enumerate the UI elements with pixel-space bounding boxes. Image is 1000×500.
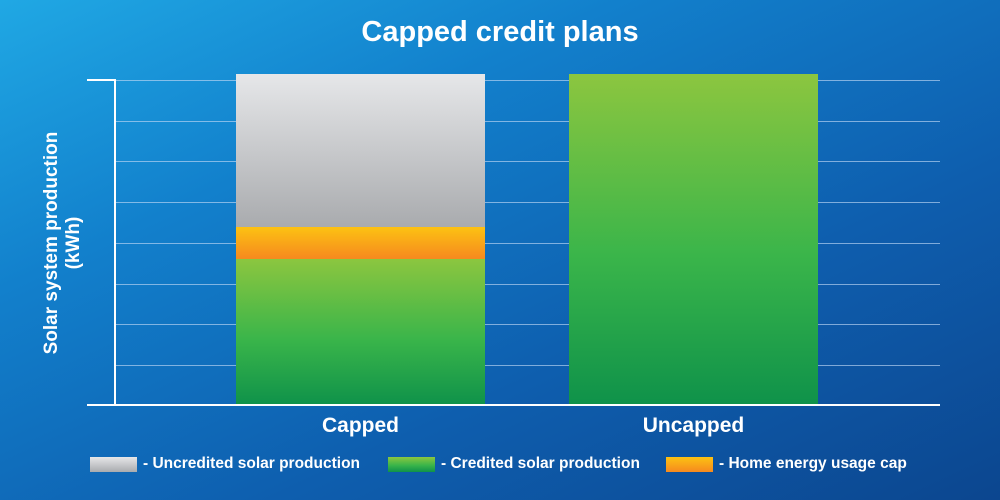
bar-uncapped [569, 74, 818, 405]
gridline [116, 284, 940, 285]
gridline [116, 365, 940, 366]
legend-label: - Credited solar production [441, 455, 640, 472]
chart-title: Capped credit plans [361, 16, 639, 48]
legend-swatch-gray [90, 456, 137, 472]
bar-segment-credited [569, 74, 818, 405]
bar-segment-usage-cap [236, 227, 485, 259]
y-axis-label: Solar system production (kWh) [41, 132, 85, 355]
legend-item-usage-cap: - Home energy usage cap [666, 454, 907, 474]
legend-item-credited: - Credited solar production [388, 454, 640, 474]
y-axis-line [114, 80, 116, 406]
gridline [116, 80, 940, 81]
legend-swatch-green [388, 456, 435, 472]
legend-label: - Home energy usage cap [719, 455, 907, 472]
legend-swatch-orange [666, 456, 713, 472]
y-axis-label-line1: Solar system production [41, 131, 62, 355]
x-axis-line [87, 404, 940, 406]
legend-item-uncredited: - Uncredited solar production [90, 454, 360, 474]
legend-label: - Uncredited solar production [143, 455, 361, 472]
bar-segment-uncredited [236, 74, 485, 227]
gridline [116, 243, 940, 244]
category-label-uncapped: Uncapped [642, 414, 745, 437]
gridline [116, 324, 940, 325]
gridline [116, 202, 940, 203]
bar-segment-credited [236, 259, 485, 405]
bar-capped [236, 74, 485, 405]
gridline [116, 161, 940, 162]
y-axis-top-tick [87, 79, 116, 81]
gridline [116, 121, 940, 122]
y-axis-label-line2: (kWh) [63, 216, 84, 270]
category-label-capped: Capped [321, 414, 399, 437]
